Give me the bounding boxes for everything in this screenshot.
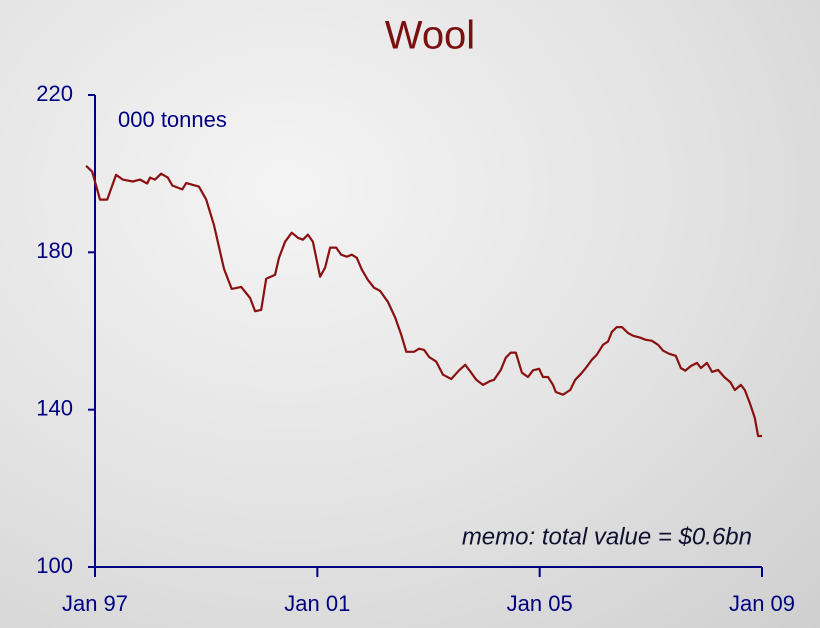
x-tick-label: Jan 09 <box>729 591 795 616</box>
y-tick-label: 180 <box>36 238 73 263</box>
chart-title: Wool <box>385 14 475 58</box>
x-tick-label: Jan 97 <box>62 591 128 616</box>
y-tick-label: 100 <box>36 553 73 578</box>
data-line <box>85 165 762 438</box>
annotation: memo: total value = $0.6bn <box>462 523 752 550</box>
y-tick-label: 140 <box>36 395 73 420</box>
x-tick-label: Jan 01 <box>284 591 350 616</box>
unit-label: 000 tonnes <box>118 107 227 132</box>
y-tick-label: 220 <box>36 81 73 106</box>
x-tick-label: Jan 05 <box>507 591 573 616</box>
